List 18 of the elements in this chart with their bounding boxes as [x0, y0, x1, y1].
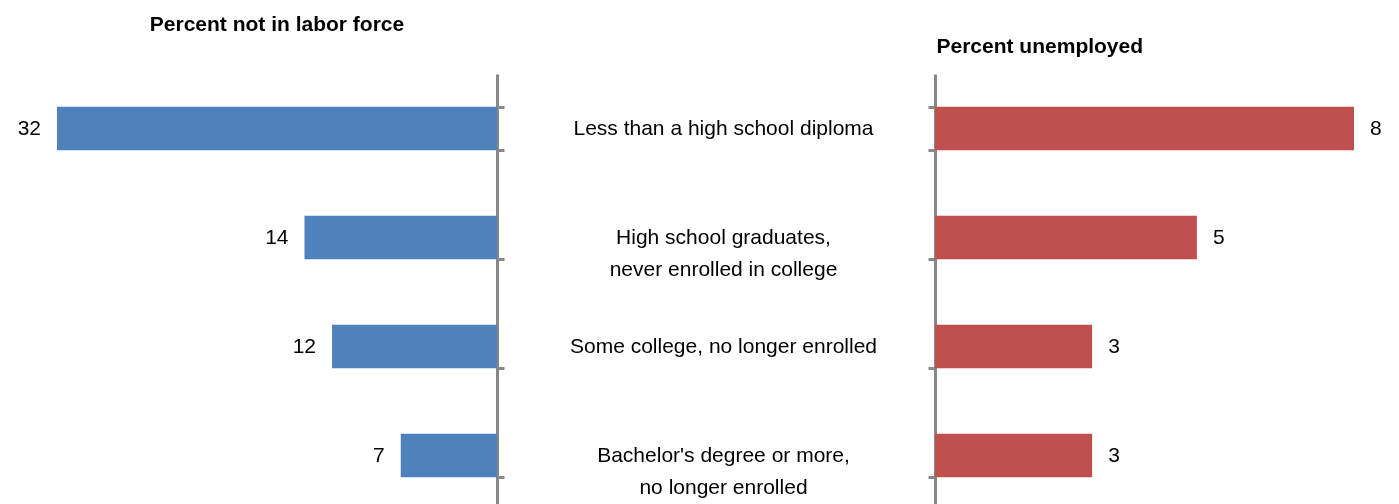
y-tick-label: High school graduates, never enrolled in college [609, 225, 838, 280]
bar [304, 215, 497, 260]
data-label: 3 [1108, 333, 1120, 357]
data-label: 12 [292, 333, 316, 357]
bar [57, 106, 497, 151]
data-label: 32 [17, 115, 41, 139]
data-label: 7 [373, 442, 385, 466]
data-label: 5 [1212, 224, 1225, 248]
bar [332, 324, 497, 369]
y-tick-label: Less than a high school diploma [573, 116, 874, 139]
data-label: 14 [265, 224, 289, 248]
data-label: 8 [1370, 115, 1382, 139]
data-label: 3 [1108, 442, 1120, 466]
chart-title: Percent unemployed [936, 34, 1144, 57]
y-tick-label: Some college, no longer enrolled [569, 334, 878, 357]
y-tick-label: Bachelor's degree or more, no longer enrolled [597, 443, 850, 498]
bar [400, 433, 497, 478]
chart-title: Percent not in labor force [149, 12, 405, 35]
